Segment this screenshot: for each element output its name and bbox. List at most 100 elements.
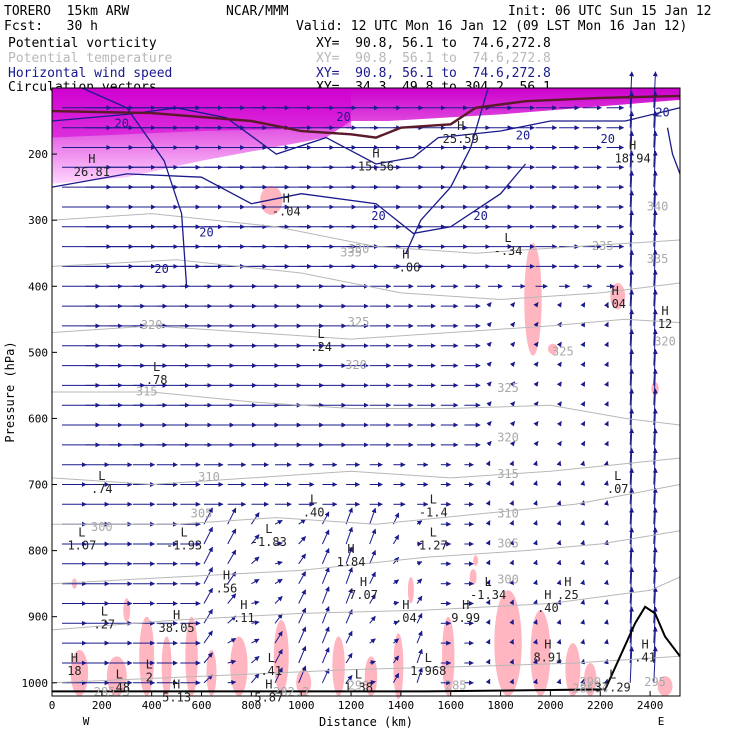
circulation-vector-763	[274, 667, 283, 684]
circulation-vector-699	[603, 619, 609, 625]
circulation-vector-489	[556, 460, 562, 467]
circulation-vector-714	[345, 630, 353, 644]
circulation-vector-382	[486, 381, 492, 387]
circulation-vector-669	[509, 599, 514, 606]
pv-extremum-kind-6: H	[612, 284, 619, 298]
isentrope-label-17: 290	[348, 678, 370, 692]
pv-extremum-value-39: 37.29	[595, 680, 631, 694]
tropopause-contour	[51, 94, 681, 139]
circulation-vector-773	[509, 678, 514, 685]
pv-blob-15	[393, 633, 404, 700]
circulation-vector-749	[556, 658, 562, 665]
x-tick-label-8: 1600	[437, 699, 464, 712]
endpoint-west: W	[83, 715, 90, 728]
pv-extremum-value-31: .48	[108, 680, 130, 694]
wind-speed-contour-3	[405, 87, 489, 254]
isentrope-label-24: 335	[647, 252, 669, 266]
circulation-vector-648	[629, 547, 635, 584]
circulation-vector-206	[629, 210, 635, 247]
circulation-vector-620	[580, 559, 586, 566]
circulation-vector-512	[485, 480, 491, 487]
circulation-vector-384	[533, 381, 539, 387]
circulation-vector-713	[321, 626, 330, 644]
circulation-vector-735	[227, 659, 237, 665]
pv-extremum-kind-11: L	[98, 469, 105, 483]
circulation-vector-578	[203, 526, 213, 545]
pv-extremum-value-0: 26.81	[74, 165, 110, 179]
isentrope-label-12: 305	[191, 507, 213, 521]
circulation-vector-587	[417, 541, 423, 547]
pv-blob-14	[364, 656, 378, 696]
circulation-vector-467	[652, 408, 658, 445]
pv-extremum-kind-18: H	[347, 542, 354, 556]
y-tick-label-8: 1000	[22, 677, 49, 690]
isentrope-label-1: 330	[348, 242, 370, 256]
circulation-vector-734	[203, 652, 213, 664]
circulation-vector-611	[369, 549, 376, 564]
circulation-vector-591	[509, 539, 514, 546]
circulation-vector-621	[603, 559, 609, 566]
circulation-vector-279	[509, 302, 516, 308]
circulation-vector-304	[486, 321, 492, 328]
plot-frame	[51, 87, 681, 697]
circulation-vector-769	[416, 667, 423, 683]
pv-extremum-kind-13: L	[180, 525, 187, 539]
circulation-vector-154	[629, 170, 635, 208]
circulation-vector-690	[393, 620, 400, 626]
isentrope-label-16: 295	[644, 675, 666, 689]
pv-extremum-kind-17: L	[430, 525, 437, 539]
circulation-vector-593	[556, 539, 562, 546]
circulation-vector-644	[532, 579, 538, 586]
pv-extremum-kind-21: L	[614, 469, 621, 483]
terrain-line	[52, 605, 681, 693]
wind-speed-label-5: 20	[371, 209, 385, 223]
circulation-vector-285	[652, 269, 658, 307]
circulation-vector-539	[509, 500, 514, 506]
circulation-vector-586	[392, 534, 400, 545]
pv-blob-19	[565, 643, 581, 697]
pv-blob-3	[547, 343, 558, 355]
pv-blob-16	[442, 616, 455, 696]
circulation-vector-389	[652, 348, 658, 386]
circulation-vector-658	[251, 600, 260, 606]
circulation-vector-582	[298, 536, 306, 545]
circulation-vector-358	[533, 361, 539, 368]
pv-extremum-kind-15: L	[310, 492, 317, 506]
pv-extremum-kind-3: H	[629, 139, 636, 153]
circulation-vector-128	[629, 150, 635, 188]
circulation-vector-747	[509, 658, 514, 665]
endpoint-east: E	[658, 715, 665, 728]
circulation-vector-408	[486, 401, 492, 407]
pv-extremum-value-26: 7.07	[349, 588, 378, 602]
y-tick-label-5: 700	[28, 479, 48, 492]
circulation-vector-665	[416, 595, 423, 604]
circulation-vector-779	[652, 646, 658, 683]
circulation-vector-687	[321, 606, 330, 624]
pv-extremum-value-40: .41	[634, 651, 656, 665]
pv-extremum-kind-31: L	[116, 667, 123, 681]
circulation-vector-357	[509, 361, 516, 368]
wind-speed-label-3: 20	[601, 132, 615, 146]
pv-extremum-value-29: .40	[537, 601, 559, 615]
circulation-vector-675	[652, 567, 658, 604]
circulation-vector-516	[580, 480, 586, 486]
circulation-vector-674	[629, 567, 635, 604]
pv-extremum-kind-14: L	[265, 522, 272, 536]
pv-extremum-kind-8: L	[504, 231, 511, 245]
circulation-vector-618	[532, 559, 538, 566]
circulation-vector-488	[532, 460, 538, 467]
circulation-vector-413	[604, 401, 609, 407]
pv-extremum-kind-26: H	[360, 575, 367, 589]
x-tick-label-2: 400	[142, 699, 162, 712]
pv-extremum-value-2: 15.56	[358, 160, 394, 174]
circulation-vector-284	[629, 269, 635, 307]
circulation-vector-671	[556, 599, 562, 605]
circulation-vector-155	[652, 170, 658, 208]
isentrope-label-9: 315	[497, 467, 519, 481]
circulation-vector-695	[509, 619, 514, 625]
isentrope-label-7: 325	[552, 345, 574, 359]
circulation-vector-579	[227, 528, 237, 545]
circulation-vector-708	[203, 630, 213, 644]
field-xy-pv: XY= 90.8, 56.1 to 74.6,272.8	[316, 36, 551, 51]
pv-extremum-kind-28: H	[462, 598, 469, 612]
